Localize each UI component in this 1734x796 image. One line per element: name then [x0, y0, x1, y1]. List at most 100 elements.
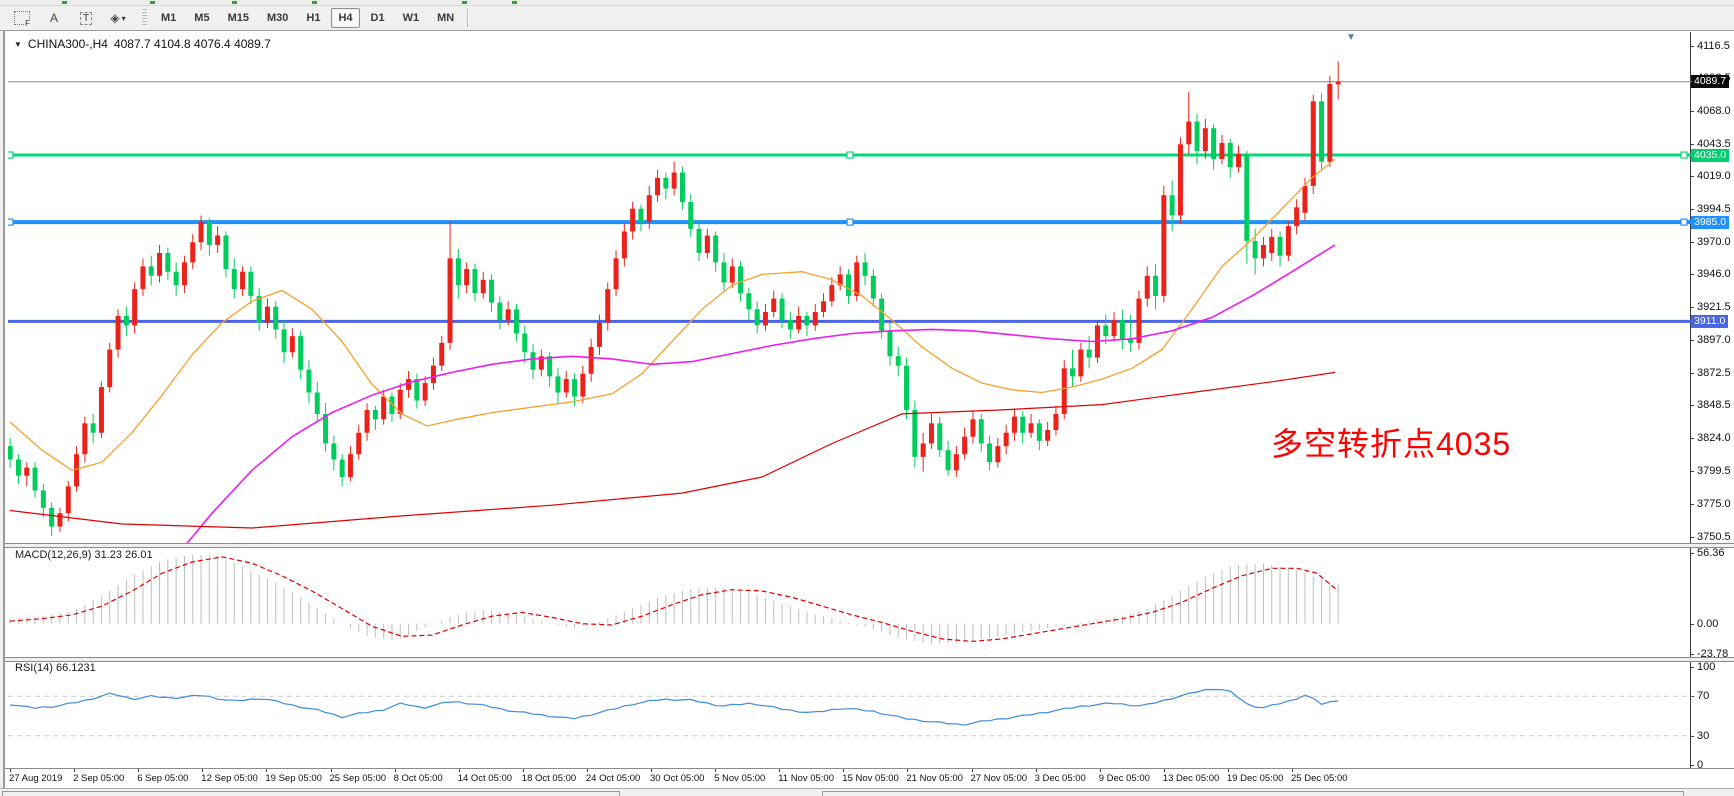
chart-text-annotation[interactable]: 多空转折点4035	[1271, 426, 1512, 462]
timeframe-h4[interactable]: H4	[331, 8, 360, 28]
ma-slow-line	[9, 371, 1336, 529]
date-label: 19 Sep 05:00	[265, 773, 322, 784]
price-axis-label: 3824.0	[1697, 432, 1731, 444]
hline-4035-handle[interactable]	[1680, 151, 1688, 159]
date-tick	[586, 769, 588, 772]
price-axis-tick	[1690, 373, 1694, 374]
timeframe-m5[interactable]: M5	[194, 12, 210, 24]
date-tick	[10, 769, 11, 772]
rsi-axis-tick	[1690, 667, 1694, 668]
date-label: 27 Nov 05:00	[970, 773, 1028, 784]
rsi-axis-label: 70	[1697, 690, 1710, 702]
hline-3985-handle[interactable]	[1680, 218, 1688, 226]
status-panel	[822, 791, 1684, 796]
price-axis-tick	[1690, 144, 1694, 145]
price-axis-label: 3775.0	[1697, 498, 1731, 510]
price-axis-tick	[1690, 537, 1694, 538]
price-axis-tick	[1690, 209, 1694, 210]
macd-axis-label: 56.36	[1697, 547, 1725, 559]
rsi-axis-tick	[1690, 696, 1694, 697]
date-tick	[971, 769, 973, 772]
timeframe-m1[interactable]: M1	[161, 12, 177, 24]
date-tick	[458, 769, 460, 772]
date-label: 25 Sep 05:00	[329, 773, 387, 784]
toolbar-drag-handle[interactable]	[142, 9, 147, 27]
date-tick	[1035, 769, 1037, 772]
price-axis-tick	[1690, 307, 1694, 308]
date-axis[interactable]: 27 Aug 2019 2 Sep 05:00 6 Sep 05:00 12 Sep …	[5, 768, 1734, 789]
rsi-axis-tick	[1690, 765, 1694, 766]
macd-chart-canvas[interactable]	[8, 546, 1692, 657]
date-tick	[1099, 769, 1101, 772]
text-tool-icon: T	[79, 11, 93, 25]
macd-axis-tick	[1690, 654, 1694, 655]
date-label: 14 Oct 05:00	[457, 773, 513, 784]
timeframe-d1[interactable]: D1	[370, 12, 385, 24]
candles-layer	[8, 61, 1341, 537]
ma-mid-line	[186, 244, 1336, 543]
dropdown-caret-icon: ▾	[121, 13, 126, 23]
hline-3985-handle[interactable]	[846, 218, 854, 226]
date-tick	[715, 769, 717, 772]
price-axis-label: 4043.5	[1697, 138, 1731, 150]
grid-icon: F	[14, 11, 31, 28]
text-tool[interactable]: T	[71, 7, 101, 29]
price-axis-tick	[1690, 176, 1694, 177]
price-axis-tick	[1690, 46, 1694, 47]
price-axis-label: 3750.5	[1697, 531, 1731, 543]
date-label: 25 Dec 05:00	[1291, 773, 1348, 784]
date-label: 11 Nov 05:00	[778, 773, 834, 784]
chart-shift-marker-icon: ▼	[1346, 32, 1356, 43]
price-axis-label: 3799.5	[1697, 465, 1731, 477]
price-axis-line	[1690, 32, 1691, 769]
hline-3985-badge: 3985.0	[1691, 216, 1730, 229]
chart-window[interactable]: ▼ CHINA300-,H4 4087.7 4104.8 4076.4 4089…	[3, 30, 1734, 789]
date-tick	[330, 769, 332, 772]
date-tick	[266, 769, 268, 772]
hline-3985-handle[interactable]	[8, 218, 14, 226]
ohlc-values: 4087.7 4104.8 4076.4 4089.7	[113, 37, 271, 51]
hline-4035-handle[interactable]	[846, 151, 854, 159]
macd-axis-tick	[1690, 553, 1694, 554]
rsi-chart-canvas[interactable]	[8, 660, 1692, 768]
date-tick	[74, 769, 76, 772]
macd-label: MACD(12,26,9) 31.23 26.01	[15, 549, 153, 561]
symbol-dropdown-icon[interactable]: ▼	[14, 39, 22, 49]
timeframe-m15[interactable]: M15	[227, 12, 249, 24]
date-tick	[138, 769, 140, 772]
ma-fast-line	[9, 158, 1336, 472]
date-label: 18 Oct 05:00	[521, 773, 577, 784]
price-axis-tick	[1690, 274, 1694, 275]
timeframe-m30[interactable]: M30	[266, 12, 289, 24]
hline-4035-handle[interactable]	[8, 151, 14, 159]
price-axis-label: 3946.0	[1697, 268, 1731, 280]
date-tick	[651, 769, 652, 772]
date-label: 12 Sep 05:00	[201, 773, 258, 784]
date-label: 6 Sep 05:00	[137, 773, 189, 784]
date-label: 24 Oct 05:00	[585, 773, 641, 784]
price-axis-tick	[1690, 471, 1694, 472]
pane-separator[interactable]	[5, 543, 1734, 548]
price-axis-tick	[1690, 438, 1694, 439]
current-price-line-badge: 4089.7	[1691, 75, 1730, 88]
date-label: 15 Nov 05:00	[842, 773, 899, 784]
symbol-timeframe-label: CHINA300-,H4	[27, 37, 108, 51]
date-tick	[202, 769, 204, 772]
cursor-tool[interactable]: A	[39, 7, 69, 29]
chart-toolbar: F A T ◈ ▾ M1 M5 M15 M30 H1 H4 D1 W1 MN	[0, 6, 1734, 31]
rsi-label: RSI(14) 66.1231	[15, 662, 96, 674]
date-label: 30 Oct 05:00	[650, 773, 705, 784]
date-label: 27 Aug 2019	[9, 773, 63, 784]
timeframe-h1[interactable]: H1	[306, 12, 321, 24]
price-axis-tick	[1690, 405, 1694, 406]
date-tick	[1163, 769, 1165, 772]
timeframe-mn[interactable]: MN	[437, 12, 455, 24]
price-axis-label: 3897.0	[1697, 334, 1731, 346]
pane-separator[interactable]	[5, 657, 1734, 662]
shapes-tool[interactable]: ◈ ▾	[103, 7, 133, 29]
chart-title: ▼ CHINA300-,H4 4087.7 4104.8 4076.4 4089…	[14, 37, 271, 51]
price-chart-canvas[interactable]	[8, 32, 1692, 543]
rsi-axis-tick	[1690, 736, 1694, 737]
timeframe-w1[interactable]: W1	[402, 12, 420, 24]
grid-template-tool[interactable]: F	[7, 7, 37, 29]
